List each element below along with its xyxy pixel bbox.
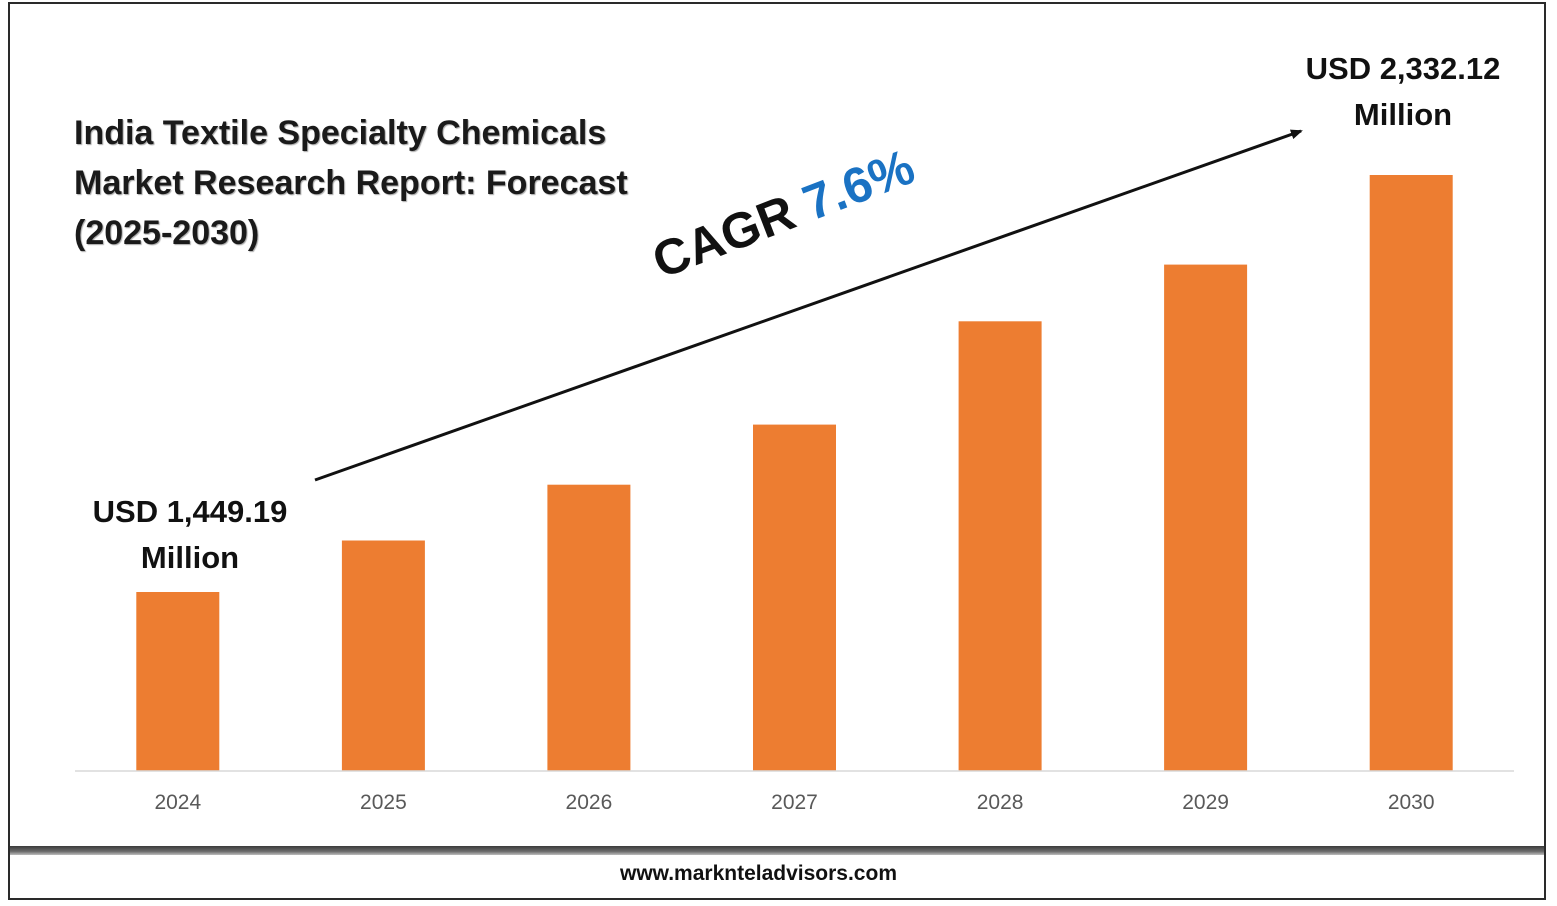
footer-divider: [10, 846, 1544, 855]
end-value-line-2: Million: [1353, 97, 1453, 132]
cagr-trend-arrow: [314, 129, 1303, 482]
x-axis-tick-labels: 2024 2025 2026 2027 2028 2029 2030: [154, 791, 1434, 814]
bar-2026: [547, 484, 631, 771]
x-tick-label-2025: 2025: [360, 791, 407, 814]
bar-2028: [958, 321, 1042, 771]
x-tick-label-2027: 2027: [771, 791, 818, 814]
bar-2029: [1164, 264, 1248, 771]
x-tick-label-2024: 2024: [154, 791, 201, 814]
bar-2024: [136, 592, 220, 771]
end-value-line-1: USD 2,332.12: [1305, 51, 1501, 86]
end-value-callout: USD 2,332.12 Million: [1290, 46, 1516, 138]
start-value-callout: USD 1,449.19 Million: [78, 489, 302, 581]
footer-website: www.marknteladvisors.com: [620, 862, 897, 885]
x-tick-label-2028: 2028: [977, 791, 1024, 814]
bar-group: [136, 175, 1453, 771]
title-line-3: (2025-2030): [74, 214, 260, 252]
bar-2025: [341, 540, 425, 771]
title-line-1: India Textile Specialty Chemicals: [74, 114, 607, 152]
start-value-line-2: Million: [140, 540, 240, 575]
bar-2027: [753, 424, 836, 771]
title-line-2: Market Research Report: Forecast: [74, 164, 628, 202]
chart-title: India Textile Specialty Chemicals Market…: [74, 108, 694, 258]
x-tick-label-2030: 2030: [1388, 791, 1435, 814]
bar-2030: [1369, 175, 1453, 771]
start-value-line-1: USD 1,449.19: [92, 494, 288, 529]
x-tick-label-2029: 2029: [1182, 791, 1229, 814]
x-tick-label-2026: 2026: [566, 791, 613, 814]
